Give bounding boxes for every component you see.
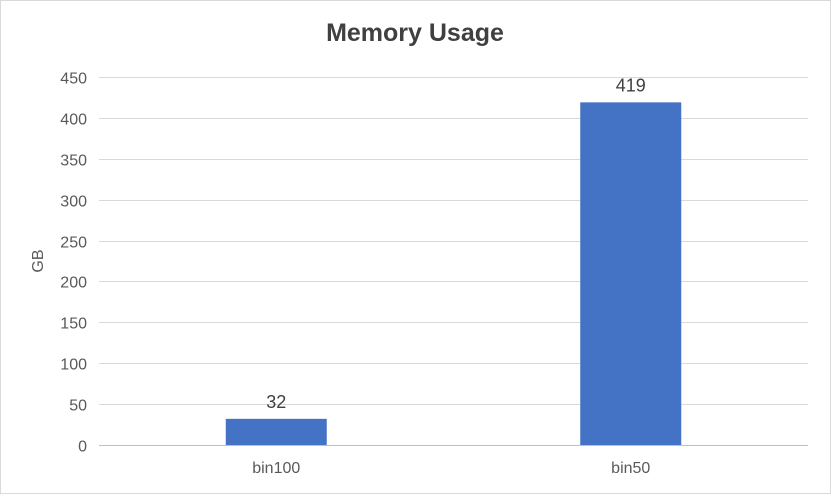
chart-title: Memory Usage <box>326 19 504 47</box>
y-tick-label-300: 300 <box>60 194 87 211</box>
data-labels: 32 419 <box>266 75 646 411</box>
x-tick-label-bin100: bin100 <box>252 460 300 477</box>
data-label-bin50: 419 <box>616 75 646 95</box>
y-tick-label-0: 0 <box>78 439 87 456</box>
bar-bin100 <box>225 418 327 445</box>
y-tick-label-250: 250 <box>60 235 87 252</box>
y-tick-label-50: 50 <box>69 398 87 415</box>
y-tick-label-400: 400 <box>60 112 87 129</box>
y-tick-label-450: 450 <box>60 71 87 88</box>
bar-bin50 <box>580 102 682 446</box>
y-tick-label-100: 100 <box>60 357 87 374</box>
data-label-bin100: 32 <box>266 392 286 412</box>
y-axis-ticks: 0 50 100 150 200 250 300 350 400 450 <box>60 71 87 456</box>
y-tick-label-350: 350 <box>60 153 87 170</box>
x-axis-ticks: bin100 bin50 <box>252 460 650 477</box>
y-tick-label-200: 200 <box>60 275 87 292</box>
gridlines <box>99 77 808 446</box>
bars <box>225 102 682 446</box>
y-axis-label: GB <box>30 249 47 272</box>
y-tick-label-150: 150 <box>60 316 87 333</box>
x-tick-label-bin50: bin50 <box>611 460 650 477</box>
